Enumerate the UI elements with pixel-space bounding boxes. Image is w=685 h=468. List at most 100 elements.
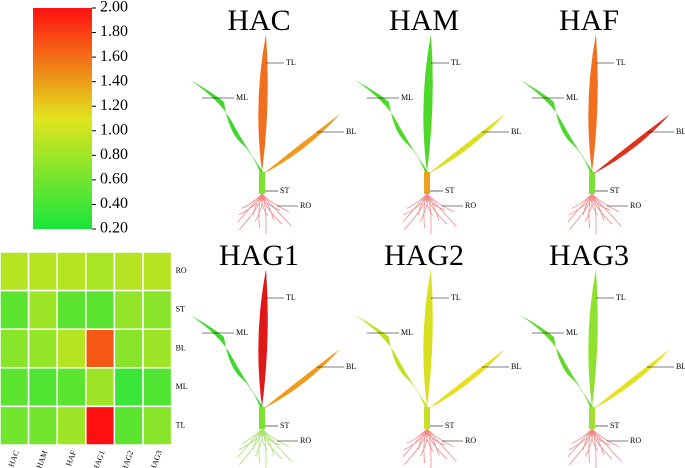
organ-label: ST: [280, 421, 289, 430]
heatmap-cell: [56, 251, 87, 292]
organ-label: TL: [616, 58, 626, 67]
plant: RO ST BL ML TL HAG1: [190, 239, 356, 468]
organ-label: ST: [610, 421, 619, 430]
organ-label: BL: [676, 127, 685, 136]
heatmap-cell: [27, 251, 58, 292]
colorbar-tick-label: 1.60: [100, 48, 128, 65]
organ-label: BL: [676, 362, 685, 371]
root-line: [426, 428, 455, 448]
organ-label: RO: [300, 201, 311, 210]
root-line: [591, 193, 611, 211]
panel-title: HAG1: [219, 239, 299, 272]
top-leaf: [588, 269, 598, 407]
row-label: RO: [176, 266, 187, 275]
root-line: [237, 428, 263, 458]
stem: [589, 172, 595, 194]
heatmap-cell: [85, 289, 116, 330]
root-line: [426, 193, 446, 211]
organ-label: TL: [286, 293, 296, 302]
organ-label: ML: [566, 328, 578, 337]
root: [567, 428, 622, 468]
root-line: [591, 428, 611, 446]
root-line: [426, 193, 455, 213]
root-line: [426, 428, 446, 446]
heatmap-cell: [0, 328, 30, 369]
organ-label: BL: [511, 362, 521, 371]
heatmap-cell: [113, 367, 144, 408]
top-leaf: [258, 269, 268, 407]
column-label: HAG1: [91, 449, 107, 468]
row-label: BL: [176, 343, 186, 352]
root-line: [567, 193, 593, 223]
organ-label: ML: [566, 93, 578, 102]
organ-label: RO: [630, 201, 641, 210]
colorbar-tick-label: 0.20: [100, 220, 128, 237]
organ-label: RO: [465, 201, 476, 210]
heatmap-cell: [56, 328, 87, 369]
heatmap-cell: [85, 251, 116, 292]
root: [567, 193, 622, 234]
heatmap-cell: [142, 367, 173, 408]
heatmap-cell: [27, 328, 58, 369]
heatmap-cell: [85, 405, 116, 446]
organ-label: TL: [451, 58, 461, 67]
organ-label: ST: [445, 186, 454, 195]
top-leaf: [423, 34, 433, 172]
root-line: [237, 193, 263, 223]
root: [237, 428, 292, 468]
colorbar-tick-label: 2.00: [100, 0, 128, 16]
root-line: [426, 193, 457, 227]
heatmap-cell: [0, 251, 30, 292]
root-line: [261, 193, 292, 227]
organ-label: BL: [511, 127, 521, 136]
heatmap-cell: [85, 367, 116, 408]
root-line: [567, 428, 593, 458]
stem: [424, 172, 430, 194]
panel-title: HAG2: [384, 239, 464, 272]
root-line: [591, 428, 622, 462]
middle-leaf: [355, 315, 428, 407]
root-line: [426, 428, 457, 462]
middle-leaf: [355, 80, 428, 172]
row-label: ST: [176, 305, 185, 314]
colorbar: [33, 8, 92, 229]
plant: RO ST BL ML TL HAG2: [355, 239, 521, 468]
heatmap-cell: [142, 328, 173, 369]
middle-leaf: [190, 315, 263, 407]
heatmap-cell: [0, 405, 30, 446]
root-line: [402, 193, 428, 223]
root-line: [402, 428, 428, 458]
root-line: [261, 193, 281, 211]
top-leaf: [258, 34, 268, 172]
organ-label: ST: [280, 186, 289, 195]
heatmap-cell: [113, 405, 144, 446]
blade-leaf: [428, 349, 505, 409]
colorbar-tick-label: 1.40: [100, 72, 128, 89]
colorbar-tick-label: 1.00: [100, 121, 128, 138]
plant: RO ST BL ML TL HAG3: [520, 239, 685, 468]
root: [237, 193, 292, 234]
organ-label: TL: [286, 58, 296, 67]
blade-leaf: [263, 114, 340, 174]
organ-label: ML: [236, 328, 248, 337]
heatmap-cell: [142, 289, 173, 330]
organ-label: ML: [236, 93, 248, 102]
colorbar-tick-label: 1.20: [100, 97, 128, 114]
colorbar-tick-label: 0.40: [100, 195, 128, 212]
stem: [259, 407, 265, 429]
root-line: [591, 193, 622, 227]
colorbar-tick-label: 0.60: [100, 171, 128, 188]
blade-leaf: [593, 349, 670, 409]
column-label: HAC: [7, 449, 21, 468]
middle-leaf: [520, 315, 593, 407]
stem: [589, 407, 595, 429]
stem: [424, 407, 430, 429]
column-label: HAF: [64, 449, 78, 468]
top-leaf: [588, 34, 598, 172]
stem: [259, 172, 265, 194]
colorbar-tick-label: 0.80: [100, 146, 128, 163]
heatmap-cell: [27, 367, 58, 408]
organ-label: BL: [346, 127, 356, 136]
column-label: HAG2: [120, 449, 136, 468]
